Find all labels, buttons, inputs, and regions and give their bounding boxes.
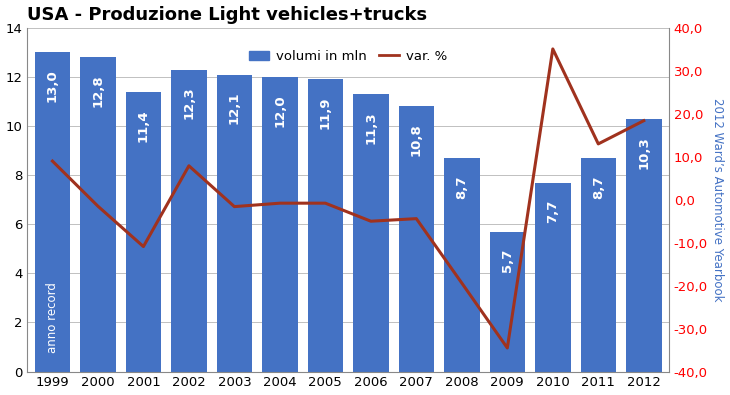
Text: 8,7: 8,7 (456, 175, 469, 199)
Bar (80, 57, 115, 372)
Text: 12,0: 12,0 (273, 94, 286, 127)
Text: 10,8: 10,8 (410, 124, 423, 156)
Y-axis label: 2012 Ward’s Automotive Yearbook: 2012 Ward’s Automotive Yearbook (712, 98, 724, 301)
Text: anno record: anno record (46, 282, 59, 353)
Bar (490, 231, 525, 372)
Bar (217, 75, 252, 372)
Text: 10,3: 10,3 (637, 136, 650, 169)
Text: USA - Produzione Light vehicles+trucks: USA - Produzione Light vehicles+trucks (28, 6, 428, 24)
Text: 11,4: 11,4 (137, 109, 150, 141)
Bar (262, 77, 298, 372)
Text: 11,3: 11,3 (364, 111, 377, 144)
Text: 12,8: 12,8 (91, 75, 104, 107)
Bar (35, 53, 70, 372)
Bar (580, 158, 616, 372)
Bar (444, 158, 480, 372)
Bar (171, 70, 207, 372)
Text: 12,3: 12,3 (182, 87, 196, 119)
Text: 13,0: 13,0 (46, 70, 59, 102)
Text: 11,9: 11,9 (319, 97, 332, 129)
Bar (307, 79, 343, 372)
Text: 12,1: 12,1 (228, 92, 241, 124)
Bar (626, 119, 661, 372)
Legend: volumi in mln, var. %: volumi in mln, var. % (244, 45, 453, 68)
Bar (399, 106, 434, 372)
Bar (535, 182, 571, 372)
Text: 5,7: 5,7 (501, 249, 514, 272)
Bar (126, 92, 161, 372)
Bar (353, 94, 388, 372)
Text: 7,7: 7,7 (546, 200, 559, 223)
Text: 8,7: 8,7 (592, 175, 604, 199)
